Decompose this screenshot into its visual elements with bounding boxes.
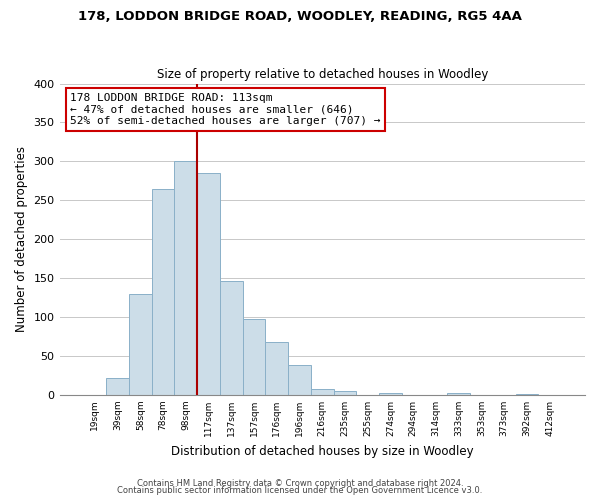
Bar: [242, 318, 265, 395]
X-axis label: Distribution of detached houses by size in Woodley: Distribution of detached houses by size …: [171, 444, 473, 458]
Text: Contains HM Land Registry data © Crown copyright and database right 2024.: Contains HM Land Registry data © Crown c…: [137, 478, 463, 488]
Text: 178 LODDON BRIDGE ROAD: 113sqm
← 47% of detached houses are smaller (646)
52% of: 178 LODDON BRIDGE ROAD: 113sqm ← 47% of …: [70, 93, 380, 126]
Bar: [515, 394, 538, 395]
Bar: [152, 188, 175, 395]
Bar: [175, 162, 197, 395]
Bar: [311, 388, 334, 395]
Bar: [448, 394, 470, 395]
Bar: [265, 342, 288, 395]
Y-axis label: Number of detached properties: Number of detached properties: [15, 146, 28, 332]
Bar: [106, 378, 129, 395]
Bar: [220, 280, 242, 395]
Bar: [197, 173, 220, 395]
Text: Contains public sector information licensed under the Open Government Licence v3: Contains public sector information licen…: [118, 486, 482, 495]
Text: 178, LODDON BRIDGE ROAD, WOODLEY, READING, RG5 4AA: 178, LODDON BRIDGE ROAD, WOODLEY, READIN…: [78, 10, 522, 23]
Bar: [379, 392, 402, 395]
Title: Size of property relative to detached houses in Woodley: Size of property relative to detached ho…: [157, 68, 488, 81]
Bar: [129, 294, 152, 395]
Bar: [288, 366, 311, 395]
Bar: [334, 391, 356, 395]
